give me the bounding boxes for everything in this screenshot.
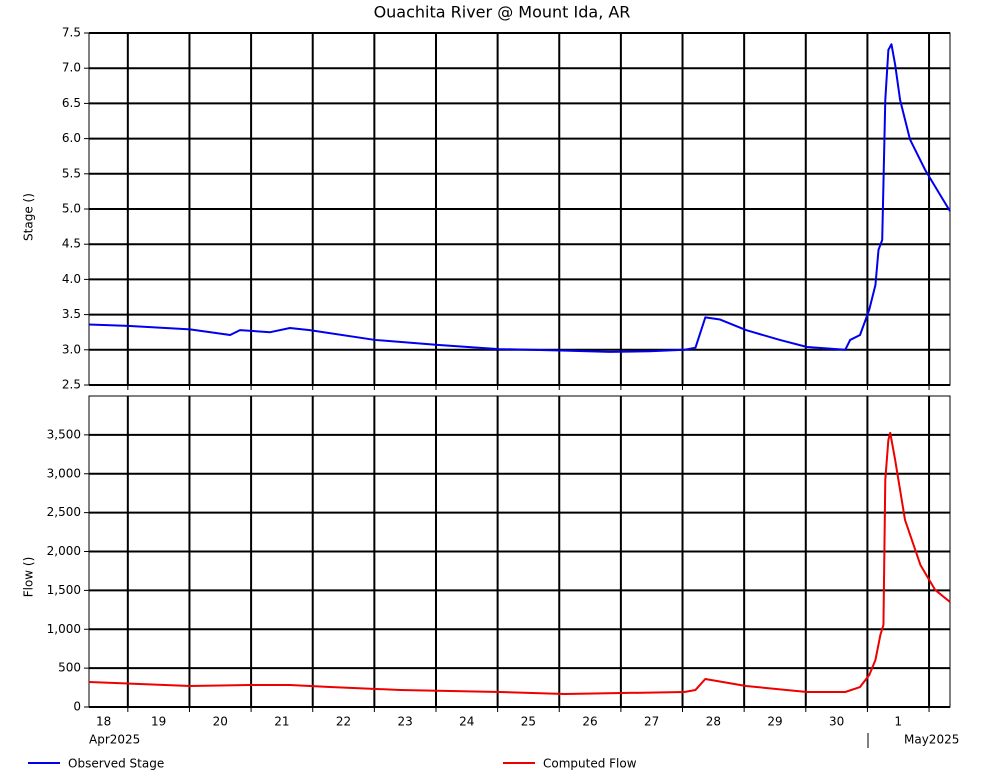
y-tick-label: 6.0 <box>62 131 81 145</box>
data-line <box>88 431 951 696</box>
x-tick-label: 22 <box>336 715 351 729</box>
legend-label: Observed Stage <box>68 757 164 771</box>
y-tick-label: 3,000 <box>47 466 81 480</box>
y-tick-label: 7.0 <box>62 61 81 75</box>
y-tick-label: 5.5 <box>62 166 81 180</box>
x-tick-label: 29 <box>767 715 782 729</box>
x-tick-label: 24 <box>459 715 474 729</box>
y-tick-label: 500 <box>58 661 81 675</box>
y-axis-label: Flow () <box>22 557 36 598</box>
y-tick-label: 3.0 <box>62 342 81 356</box>
y-tick-label: 3.5 <box>62 307 81 321</box>
y-tick-label: 5.0 <box>62 202 81 216</box>
x-tick-label: 19 <box>151 715 166 729</box>
x-tick-label: 27 <box>644 715 659 729</box>
y-tick-label: 4.5 <box>62 237 81 251</box>
x-tick-label: 21 <box>274 715 289 729</box>
y-tick-label: 1,500 <box>47 583 81 597</box>
x-tick-label: 26 <box>582 715 597 729</box>
y-tick-label: 4.0 <box>62 272 81 286</box>
y-tick-label: 2.5 <box>62 378 81 392</box>
x-tick-label: 20 <box>213 715 228 729</box>
y-tick-label: 6.5 <box>62 96 81 110</box>
y-axis-label: Stage () <box>22 193 36 241</box>
month-label: May2025 <box>904 733 959 747</box>
chart-title: Ouachita River @ Mount Ida, AR <box>374 3 631 22</box>
x-tick-label: 1 <box>894 715 902 729</box>
y-tick-label: 0 <box>73 700 81 714</box>
y-tick-label: 1,000 <box>47 622 81 636</box>
y-tick-label: 2,500 <box>47 505 81 519</box>
legend-label: Computed Flow <box>543 757 637 771</box>
y-tick-label: 7.5 <box>62 26 81 40</box>
month-label: Apr2025 <box>89 733 140 747</box>
x-tick-label: 18 <box>96 715 111 729</box>
x-tick-label: 25 <box>521 715 536 729</box>
y-tick-label: 2,000 <box>47 544 81 558</box>
x-tick-label: 28 <box>706 715 721 729</box>
x-tick-label: 30 <box>829 715 844 729</box>
y-tick-label: 3,500 <box>47 427 81 441</box>
x-tick-label: 23 <box>398 715 413 729</box>
data-line <box>88 43 951 353</box>
